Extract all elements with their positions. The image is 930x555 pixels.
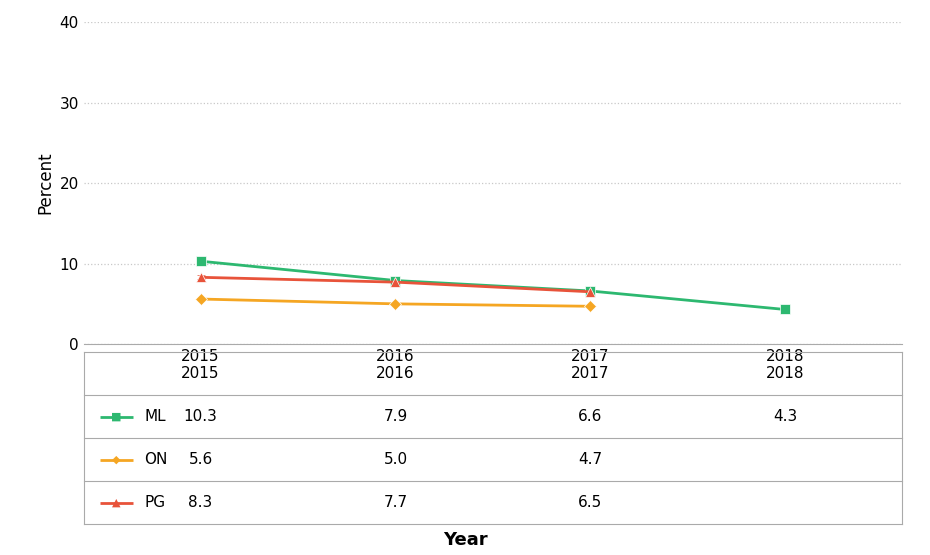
Text: 7.9: 7.9 xyxy=(383,410,407,425)
Text: ◆: ◆ xyxy=(112,455,121,465)
Line: ON: ON xyxy=(196,295,594,310)
ON xyxy=(390,301,401,307)
Text: 5.6: 5.6 xyxy=(189,452,213,467)
ON xyxy=(195,296,206,302)
Text: 8.3: 8.3 xyxy=(189,496,213,511)
Text: 2017: 2017 xyxy=(571,366,609,381)
Text: 2016: 2016 xyxy=(376,366,415,381)
Text: ▲: ▲ xyxy=(112,498,121,508)
Text: 6.5: 6.5 xyxy=(578,496,603,511)
Text: 4.7: 4.7 xyxy=(578,452,603,467)
Text: ON: ON xyxy=(144,452,167,467)
Text: 10.3: 10.3 xyxy=(184,410,218,425)
ON xyxy=(585,303,596,310)
Y-axis label: Percent: Percent xyxy=(36,152,54,214)
Text: ML: ML xyxy=(144,410,166,425)
Text: 4.3: 4.3 xyxy=(773,410,797,425)
Text: 7.7: 7.7 xyxy=(383,496,407,511)
Text: 2015: 2015 xyxy=(181,366,219,381)
Text: Year: Year xyxy=(443,532,487,549)
Text: PG: PG xyxy=(144,496,166,511)
Text: ■: ■ xyxy=(111,412,122,422)
Text: 5.0: 5.0 xyxy=(383,452,407,467)
Text: 6.6: 6.6 xyxy=(578,410,603,425)
Text: 2018: 2018 xyxy=(766,366,804,381)
